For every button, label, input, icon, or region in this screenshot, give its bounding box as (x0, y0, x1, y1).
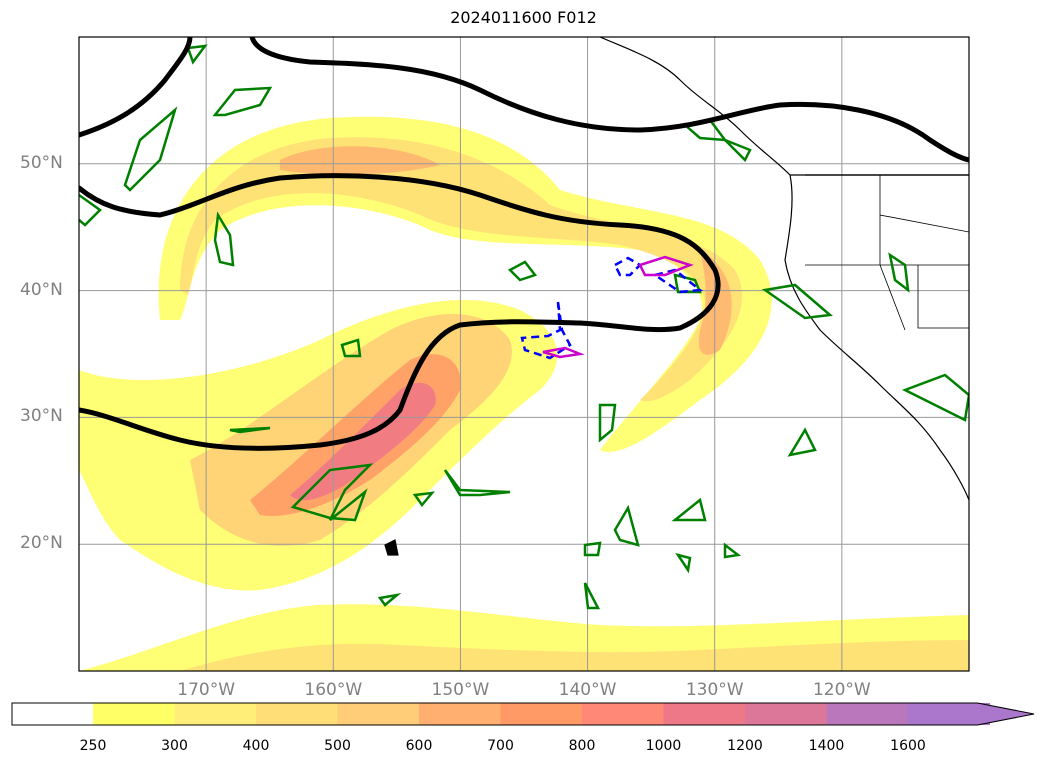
green-contour (507, 260, 538, 282)
blue-dashed-contours (520, 256, 704, 360)
green-contour (123, 106, 178, 192)
green-contour (583, 582, 601, 610)
colorbar-tick-label: 1600 (890, 738, 926, 754)
green-contour (888, 252, 910, 293)
green-contour (724, 138, 752, 163)
green-contour (787, 427, 817, 457)
magenta-contour (542, 346, 585, 359)
lat-tick-label: 20°N (20, 533, 63, 554)
green-contours (79, 44, 969, 610)
colorbar-segment (745, 703, 827, 725)
green-contour (79, 193, 102, 227)
map-title: 2024011600 F012 (450, 8, 597, 27)
graticule (79, 37, 969, 671)
colorbar (11, 702, 1035, 726)
lat-tick-label: 40°N (20, 279, 63, 300)
green-contour (377, 592, 402, 607)
jet-contour-north (79, 37, 969, 163)
green-contour (598, 403, 617, 443)
green-contour (671, 497, 707, 522)
colorbar-tick-label: 300 (161, 738, 188, 754)
colorbar-tick-label: 800 (568, 738, 596, 754)
green-contour (186, 44, 208, 65)
lon-tick-label: 160°W (304, 680, 363, 700)
magenta-contours (542, 255, 694, 359)
map-frame (78, 36, 970, 672)
colorbar-segment (337, 703, 420, 725)
lon-tick-label: 140°W (558, 680, 617, 700)
colorbar-segment (582, 703, 664, 725)
green-contour (675, 553, 692, 574)
colorbar-segment (256, 703, 338, 725)
lon-tick-label: 120°W (812, 680, 871, 700)
colorbar-tick-label: 1200 (727, 738, 763, 754)
colorbar-segment (500, 703, 583, 725)
green-contour (212, 86, 273, 117)
lon-tick-label: 170°W (177, 680, 236, 700)
colorbar-tick-label: 500 (324, 738, 351, 754)
colorbar-tick-label: 400 (242, 738, 270, 754)
green-contour (901, 373, 969, 422)
coastline-west-us (784, 174, 969, 501)
coastlines (384, 37, 969, 556)
shaded-field (79, 116, 969, 671)
colorbar-tick-label: 700 (487, 738, 514, 754)
green-contour (340, 338, 362, 358)
green-contour (213, 211, 235, 267)
colorbar-outline (11, 702, 1035, 726)
state-borders (805, 175, 969, 331)
colorbar-tick-label: 1400 (808, 738, 845, 754)
lon-tick-label: 150°W (431, 680, 490, 700)
shading-north-core (280, 146, 440, 175)
hawaii-island (384, 539, 399, 556)
blue-dashed-contour (651, 268, 704, 294)
lat-tick-label: 50°N (20, 152, 63, 173)
blue-dashed-contour (520, 301, 572, 360)
colorbar-segment (663, 703, 746, 725)
colorbar-under-segment (12, 703, 93, 725)
colorbar-segment (826, 703, 909, 725)
jet-contours (79, 37, 969, 451)
colorbar-extend-arrow (907, 703, 1034, 725)
lon-tick-label: 130°W (685, 680, 744, 700)
green-contour (229, 426, 271, 434)
shading-south-band-2 (180, 640, 969, 671)
magenta-contour (638, 255, 694, 277)
colorbar-segment (174, 703, 257, 725)
green-contour (290, 463, 374, 522)
green-contour (723, 542, 742, 559)
green-contour (673, 273, 702, 294)
colorbar-tick-label: 1000 (645, 738, 682, 754)
green-contour (583, 541, 602, 557)
colorbar-tick-label: 250 (79, 738, 107, 754)
green-contour (443, 469, 511, 497)
green-contour (613, 504, 640, 547)
coastline-alaska (599, 37, 969, 176)
green-contour (412, 491, 435, 508)
lat-tick-label: 30°N (20, 406, 63, 427)
colorbar-tick-label: 600 (405, 738, 433, 754)
blue-dashed-contour (613, 256, 643, 277)
colorbar-segment (93, 703, 175, 725)
jet-contour-middle (79, 173, 721, 451)
colorbar-segment (419, 703, 501, 725)
green-contour (761, 283, 833, 320)
shading-north-arc (158, 116, 772, 452)
